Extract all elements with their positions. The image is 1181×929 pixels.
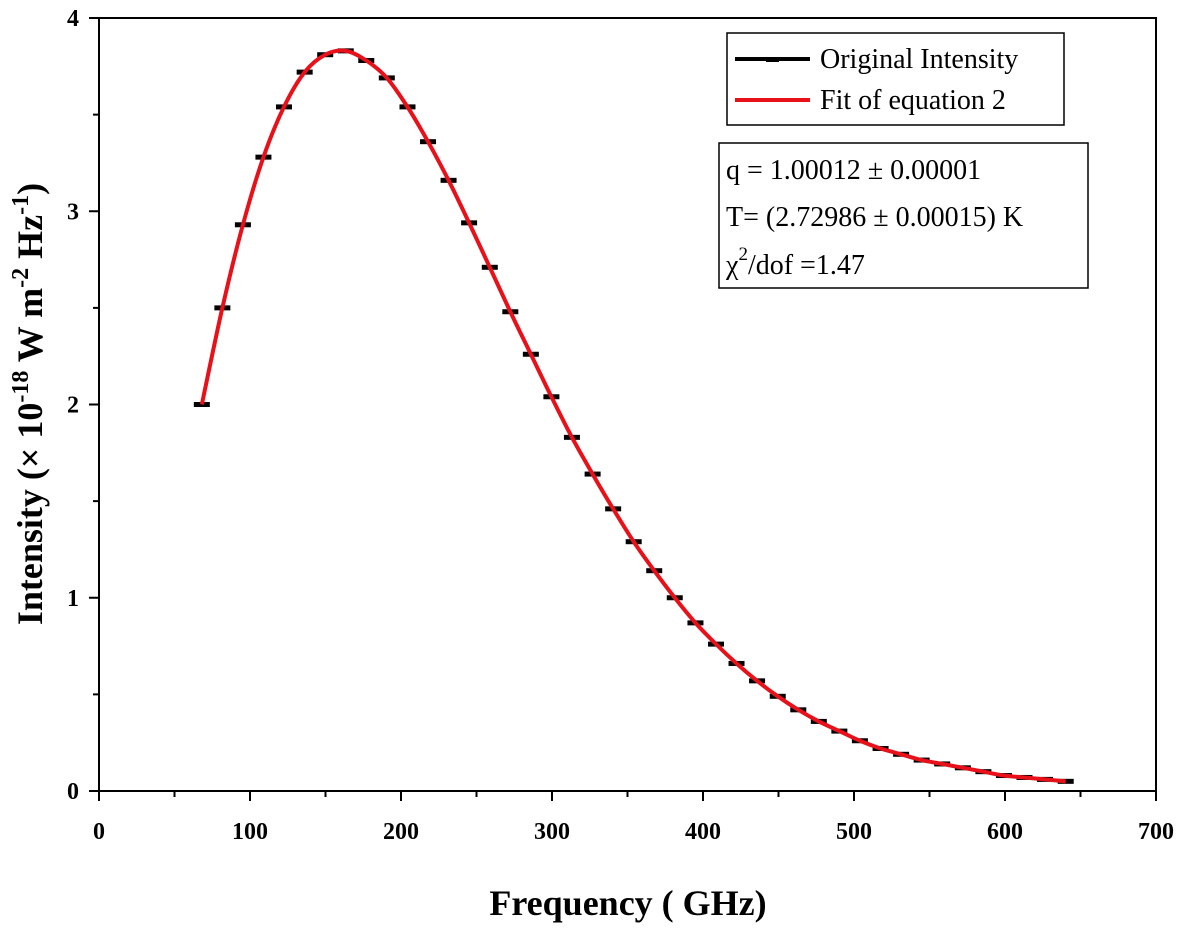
legend-label-fit: Fit of equation 2	[820, 85, 1006, 116]
y-axis-title-mid2: Hz	[10, 215, 50, 268]
y-axis-title-mid: W m	[10, 288, 50, 371]
y-tick-label: 1	[67, 586, 79, 612]
y-axis-title-prefix: Intensity (× 10	[10, 403, 50, 626]
legend-box	[726, 32, 1065, 126]
legend-label-original: Original Intensity	[820, 44, 1018, 75]
y-axis-title-exp2: -2	[8, 268, 34, 288]
axis-tick-labels: 0 100 200 300 400 500 600 700 0 1 2 3 4	[67, 6, 1174, 845]
legend: Original Intensity Fit of equation 2	[726, 32, 1065, 126]
axis-ticks	[89, 17, 1157, 801]
y-tick-label: 0	[67, 779, 79, 805]
legend-marker-original	[766, 57, 779, 62]
fit-curve	[199, 48, 1066, 784]
fit-param-chi2: χ2/dof =1.47	[725, 244, 865, 281]
y-axis-title: Intensity (× 10-18 W m-2 Hz-1)	[8, 183, 50, 625]
y-axis-title-exp1: -18	[8, 371, 34, 403]
y-axis-title-exp3: -1	[8, 195, 34, 215]
fit-param-q: q = 1.00012 ± 0.00001	[726, 155, 981, 186]
fit-param-t: T= (2.72986 ± 0.00015) K	[726, 202, 1023, 233]
series-layer	[193, 48, 1074, 784]
fit-parameters-frame	[718, 142, 1089, 289]
x-tick-label: 600	[987, 819, 1023, 845]
x-tick-label: 300	[534, 819, 570, 845]
x-axis-title: Frequency ( GHz)	[489, 883, 766, 923]
y-axis-title-suffix: )	[10, 183, 50, 195]
fit-parameters-box: q = 1.00012 ± 0.00001 T= (2.72986 ± 0.00…	[718, 142, 1089, 289]
x-tick-label: 0	[93, 819, 105, 845]
fit-param-chi-rest: /dof =1.47	[748, 250, 865, 281]
plot-frame	[98, 17, 1157, 792]
x-tick-label: 100	[232, 819, 268, 845]
x-tick-label: 200	[383, 819, 419, 845]
x-tick-label: 700	[1138, 819, 1174, 845]
x-tick-label: 400	[685, 819, 721, 845]
x-tick-label: 500	[836, 819, 872, 845]
y-tick-label: 4	[67, 6, 79, 32]
fit-param-chi-exp: 2	[738, 244, 748, 265]
fit-param-chi-symbol: χ	[725, 250, 739, 281]
y-tick-label: 3	[67, 199, 79, 225]
y-tick-label: 2	[67, 393, 79, 419]
